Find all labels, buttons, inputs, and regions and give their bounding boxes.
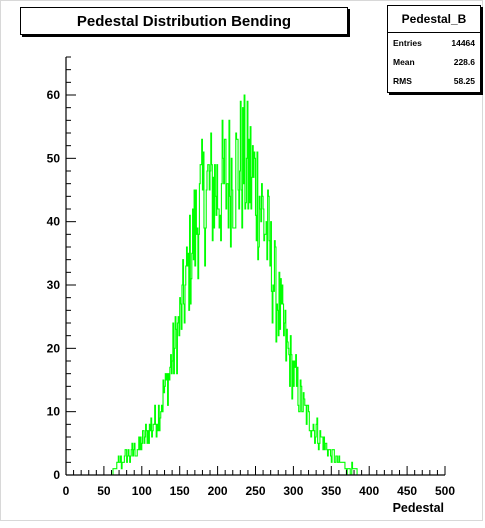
y-axis-ticks: 0 10 20 30 40 50 60 (47, 56, 76, 482)
stats-label: Mean (393, 56, 415, 67)
histogram-bins (66, 94, 445, 476)
x-tick-label: 150 (170, 484, 190, 498)
y-tick-label: 60 (47, 88, 61, 102)
stats-title: Pedestal_B (388, 6, 480, 33)
stats-row-rms: RMS 58.25 (388, 71, 480, 90)
x-tick-label: 300 (283, 484, 303, 498)
x-tick-label: 100 (132, 484, 152, 498)
stats-label: RMS (393, 75, 412, 86)
y-tick-label: 30 (47, 278, 61, 292)
y-tick-label: 10 (47, 405, 61, 419)
stats-row-mean: Mean 228.6 (388, 52, 480, 71)
x-tick-label: 50 (97, 484, 111, 498)
y-tick-label: 20 (47, 341, 61, 355)
x-axis-title: Pedestal (393, 501, 444, 515)
stats-row-entries: Entries 14464 (388, 33, 480, 52)
stats-box: Pedestal_B Entries 14464 Mean 228.6 RMS … (387, 5, 481, 93)
stats-value: 228.6 (453, 56, 475, 67)
x-tick-label: 450 (397, 484, 417, 498)
chart-title-text: Pedestal Distribution Bending (76, 12, 292, 30)
x-tick-label: 0 (63, 484, 70, 498)
histogram-series (66, 94, 445, 476)
x-tick-label: 350 (321, 484, 341, 498)
x-tick-label: 400 (359, 484, 379, 498)
y-tick-label: 0 (53, 468, 60, 482)
stats-label: Entries (393, 37, 422, 48)
x-tick-label: 500 (435, 484, 455, 498)
stats-value: 58.25 (453, 75, 475, 86)
x-tick-label: 250 (245, 484, 265, 498)
x-tick-label: 200 (208, 484, 228, 498)
x-axis-ticks: 0 50 100 150 200 250 300 350 400 450 500 (63, 466, 455, 498)
y-tick-label: 50 (47, 151, 61, 165)
y-tick-label: 40 (47, 215, 61, 229)
chart-title: Pedestal Distribution Bending (20, 7, 348, 35)
stats-value: 14464 (451, 37, 475, 48)
